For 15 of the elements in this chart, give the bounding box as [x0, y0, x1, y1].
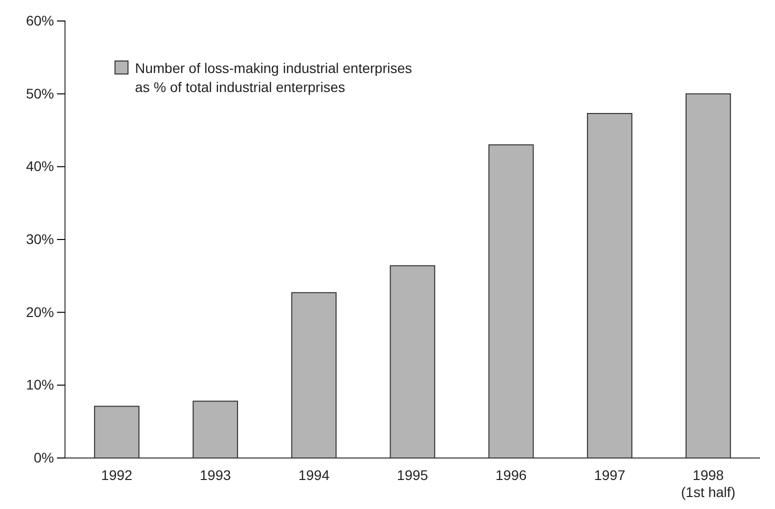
x-tick-label: 1996 [496, 467, 527, 483]
x-tick-label: 1998 (1st half) [681, 467, 736, 500]
x-tick-label: 1994 [298, 467, 330, 483]
y-tick-label: 60% [26, 12, 54, 28]
legend-label: Number of loss-making industrial enterprises as % of total industrial enterprises [135, 60, 412, 95]
x-tick-label: 1995 [396, 467, 428, 483]
x-tick-label: 1992 [101, 467, 133, 483]
y-tick-label: 30% [26, 230, 54, 247]
y-tick-label: 50% [26, 85, 54, 102]
y-tick-label: 0% [34, 449, 54, 466]
y-tick-label: 10% [26, 376, 54, 393]
y-tick-label: 40% [26, 158, 54, 174]
y-tick-label: 20% [26, 304, 54, 320]
x-tick-label: 1993 [200, 467, 232, 483]
x-tick-label: 1997 [594, 467, 626, 483]
